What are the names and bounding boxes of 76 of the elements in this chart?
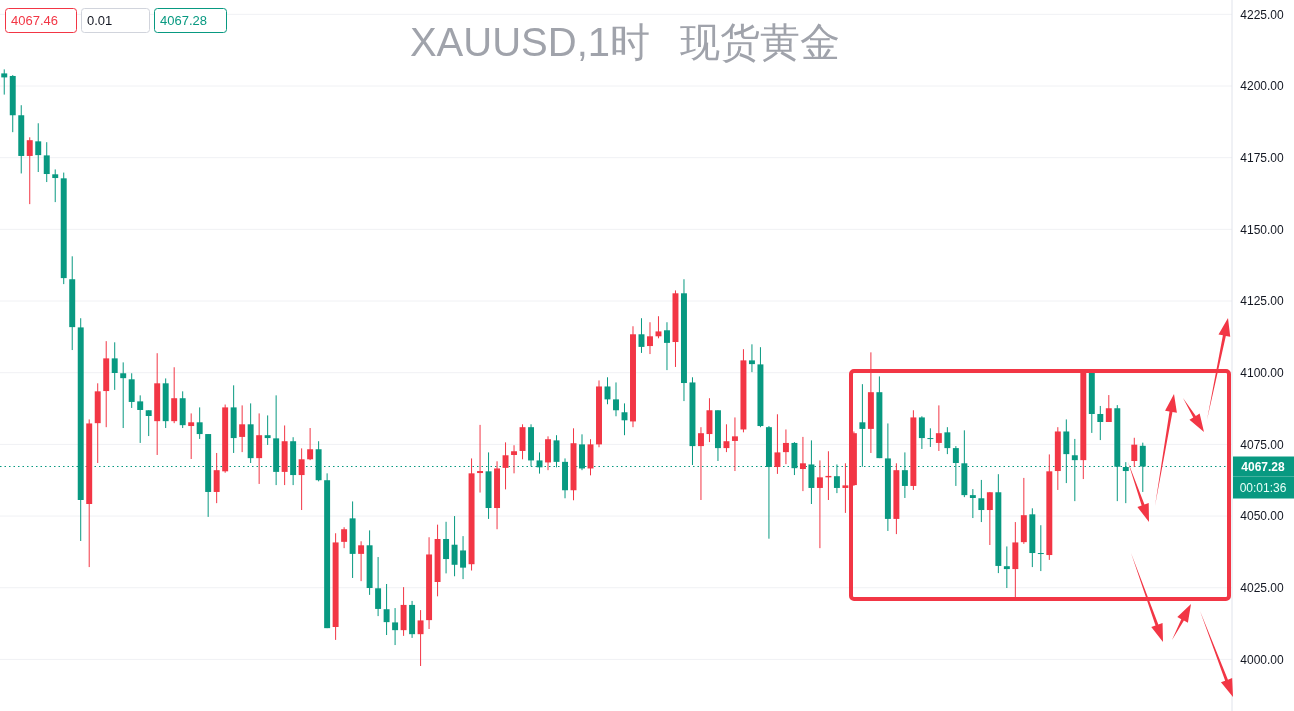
candlestick	[145, 409, 152, 437]
candlestick	[120, 361, 127, 429]
annotation: 4067.46	[11, 13, 58, 29]
text: 00:01:36	[1239, 480, 1287, 495]
candlestick	[511, 444, 518, 474]
ref-line-label: 4067.28	[1241, 459, 1286, 474]
candlestick	[901, 451, 908, 499]
text: XAUUSD,1时	[409, 20, 650, 64]
candlestick	[358, 540, 365, 582]
candlestick	[443, 521, 450, 574]
candlestick	[171, 366, 178, 424]
candlestick	[986, 491, 993, 546]
candlestick	[341, 526, 348, 549]
candlestick	[375, 556, 382, 617]
candlestick	[477, 424, 484, 494]
candlestick	[460, 535, 467, 580]
candlestick	[935, 404, 942, 452]
candlestick	[417, 609, 424, 667]
y-tick-label: 4075.00	[1240, 437, 1285, 452]
candlestick	[545, 435, 551, 471]
y-tick-label: 4175.00	[1240, 150, 1285, 165]
candlestick	[213, 452, 220, 504]
candlestick	[298, 447, 305, 511]
y-tick-label: 4125.00	[1240, 294, 1285, 309]
candlestick	[128, 372, 135, 409]
candlestick	[918, 415, 925, 450]
candlestick	[706, 397, 713, 443]
candlestick	[748, 343, 755, 373]
candlestick	[816, 459, 823, 549]
candlestick	[137, 394, 144, 444]
y-tick-label: 4050.00	[1240, 509, 1285, 524]
candlestick	[264, 414, 271, 446]
candlestick	[782, 428, 789, 465]
annotation: 0.01	[87, 13, 113, 29]
candlestick	[1, 68, 8, 96]
y-tick-label: 4000.00	[1240, 652, 1285, 667]
candlestick	[451, 515, 458, 577]
candlestick	[842, 462, 849, 514]
candlestick	[978, 479, 985, 523]
y-tick-label: 4150.00	[1240, 222, 1285, 237]
candlestick	[927, 427, 934, 448]
text: 现货黄金	[680, 19, 840, 65]
candlestick	[35, 122, 42, 173]
candlestick	[1105, 394, 1112, 423]
candlestick	[731, 416, 738, 472]
candlestick	[799, 436, 806, 492]
candlestick	[697, 426, 704, 501]
y-tick-label: 4025.00	[1240, 580, 1285, 595]
candlestick	[239, 404, 246, 453]
candlestick	[1037, 524, 1044, 572]
candlestick	[519, 423, 526, 460]
candlestick	[1131, 437, 1138, 468]
candlestick	[502, 441, 509, 490]
candlestick	[969, 488, 976, 519]
candlestick	[26, 136, 33, 205]
annotation: 4067.28	[160, 13, 207, 29]
candlestick	[1097, 405, 1104, 441]
candlestick	[43, 141, 50, 183]
candlestick	[664, 321, 670, 371]
candlestick	[188, 412, 195, 460]
candlestick	[647, 321, 653, 355]
candlestick	[256, 412, 263, 485]
y-tick-label: 4100.00	[1240, 365, 1285, 380]
candlestick	[723, 423, 730, 453]
y-tick-label: 4225.00	[1240, 7, 1285, 22]
candlestick	[307, 427, 314, 461]
candlestick	[774, 413, 781, 475]
candlestick	[613, 381, 619, 417]
candlestick	[196, 406, 203, 440]
candlestick	[392, 607, 399, 646]
candlestick	[111, 341, 118, 391]
candlestick	[944, 426, 951, 455]
candlestick	[52, 168, 59, 203]
candlestick	[1003, 545, 1010, 589]
y-tick-label: 4200.00	[1240, 79, 1285, 94]
candlestick	[383, 583, 390, 636]
